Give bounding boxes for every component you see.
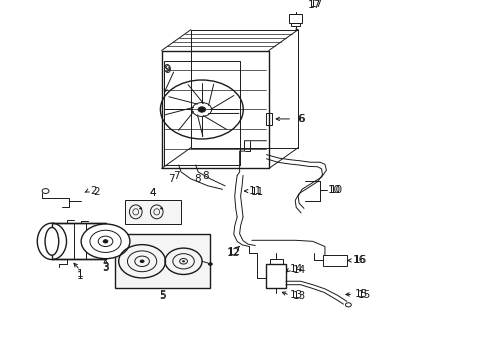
Text: 4: 4 <box>149 188 156 198</box>
Circle shape <box>207 262 212 266</box>
Text: 2: 2 <box>90 186 97 196</box>
Text: 9: 9 <box>164 64 171 75</box>
Text: 8: 8 <box>194 174 200 184</box>
Text: 6: 6 <box>298 114 305 123</box>
Text: 12: 12 <box>228 247 241 257</box>
Text: 3: 3 <box>102 264 109 273</box>
Text: 12: 12 <box>227 248 240 258</box>
Circle shape <box>81 224 130 259</box>
Text: 13: 13 <box>289 290 303 300</box>
Circle shape <box>103 240 108 243</box>
Text: 14: 14 <box>289 264 303 274</box>
Text: 3: 3 <box>102 262 109 273</box>
Text: 5: 5 <box>159 291 166 301</box>
Bar <box>266 113 272 125</box>
Text: 7: 7 <box>168 174 174 184</box>
Bar <box>289 14 302 23</box>
Circle shape <box>139 207 142 210</box>
Text: 13: 13 <box>292 291 305 301</box>
Text: 17: 17 <box>309 0 322 9</box>
Text: 16: 16 <box>353 255 366 265</box>
Text: 5: 5 <box>159 290 166 300</box>
Text: 6: 6 <box>297 114 303 124</box>
Text: 1: 1 <box>77 269 83 279</box>
Circle shape <box>182 260 184 262</box>
Text: 2: 2 <box>93 187 100 197</box>
Text: 15: 15 <box>357 290 370 300</box>
Bar <box>322 255 346 266</box>
Text: 14: 14 <box>292 265 305 275</box>
Bar <box>125 200 181 224</box>
Text: 4: 4 <box>149 188 156 198</box>
Text: 11: 11 <box>250 187 263 197</box>
Text: 10: 10 <box>329 185 342 195</box>
Bar <box>269 259 282 264</box>
Text: 8: 8 <box>202 171 208 181</box>
Circle shape <box>198 107 205 112</box>
Bar <box>266 264 285 288</box>
Text: 10: 10 <box>327 185 341 195</box>
Circle shape <box>160 207 163 210</box>
Text: 1: 1 <box>77 271 83 281</box>
Text: 9: 9 <box>163 64 169 73</box>
Text: 17: 17 <box>307 0 320 10</box>
Text: 16: 16 <box>352 256 365 265</box>
Bar <box>115 234 210 288</box>
Text: 15: 15 <box>354 289 367 300</box>
Bar <box>52 223 105 260</box>
Bar <box>291 23 300 26</box>
Circle shape <box>140 260 144 263</box>
Text: 11: 11 <box>248 186 261 196</box>
Ellipse shape <box>45 228 59 255</box>
Text: 7: 7 <box>173 171 179 181</box>
